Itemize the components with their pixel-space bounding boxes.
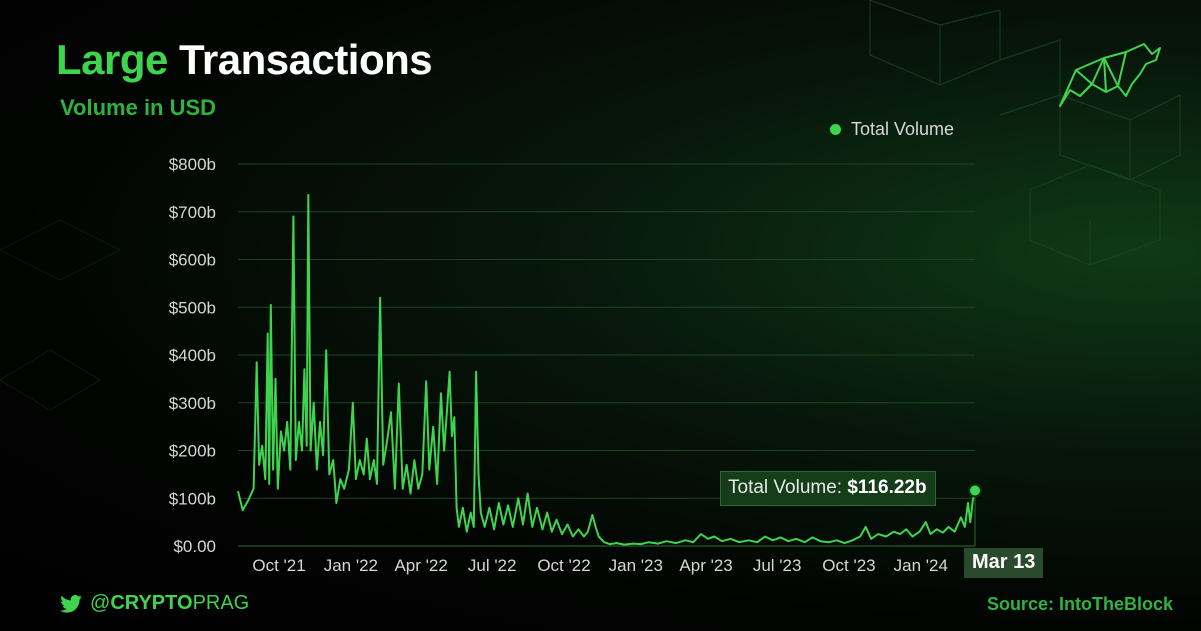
y-tick-label: $200b — [169, 442, 216, 461]
series-line-total-volume — [237, 194, 976, 546]
hover-date-badge: Mar 13 — [964, 548, 1044, 578]
source-label: Source: — [986, 594, 1054, 614]
title-accent: Large — [56, 36, 168, 83]
legend-marker — [830, 124, 841, 135]
tooltip-label: Total Volume: — [728, 477, 843, 498]
source-credit: Source: IntoTheBlock — [987, 594, 1173, 615]
handle-bold: CRYPTO — [110, 592, 193, 614]
x-tick-label: Apr '23 — [679, 556, 732, 575]
chart-subtitle: Volume in USD — [60, 95, 217, 120]
x-tick-label: Jan '22 — [324, 556, 378, 575]
twitter-bird-icon — [60, 594, 82, 613]
x-tick-label: Oct '22 — [537, 556, 590, 575]
legend-label: Total Volume — [851, 119, 955, 139]
x-tick-label: Jul '23 — [753, 556, 802, 575]
y-tick-label: $800b — [169, 155, 216, 174]
social-handle[interactable]: @CRYPTOPRAG — [60, 592, 249, 615]
y-axis: $0.00 $100b $200b $300b $400b $500b $600b $700b… — [169, 155, 216, 556]
gridlines — [238, 163, 975, 547]
handle-at: @ — [90, 592, 111, 614]
title-rest: Transactions — [167, 36, 433, 83]
x-tick-label: Jan '23 — [609, 556, 663, 575]
x-tick-label: Jul '22 — [468, 556, 517, 575]
y-tick-label: $0.00 — [173, 537, 216, 556]
chart-legend: Total Volume — [830, 119, 954, 140]
y-tick-label: $100b — [169, 489, 216, 508]
page-title: Large Transactions — [56, 36, 433, 84]
y-tick-label: $300b — [169, 394, 216, 413]
x-tick-label: Oct '23 — [822, 556, 875, 575]
y-tick-label: $400b — [169, 346, 216, 365]
highlight-point[interactable] — [968, 483, 982, 498]
bull-logo-icon — [1059, 43, 1161, 107]
handle-rest: PRAG — [192, 592, 250, 614]
x-tick-label: Apr '22 — [394, 556, 447, 575]
tooltip-value: $116.22b — [847, 477, 927, 498]
x-tick-label: Oct '21 — [252, 556, 305, 575]
x-axis: Oct '21 Jan '22 Apr '22 Jul '22 Oct '22 Jan '… — [252, 556, 948, 575]
y-tick-label: $500b — [169, 298, 216, 317]
chart-tooltip: Total Volume: $116.22b — [720, 471, 936, 506]
x-tick-label: Jan '24 — [894, 556, 948, 575]
y-tick-label: $600b — [169, 251, 216, 270]
y-tick-label: $700b — [169, 203, 216, 222]
source-value: IntoTheBlock — [1058, 594, 1173, 614]
